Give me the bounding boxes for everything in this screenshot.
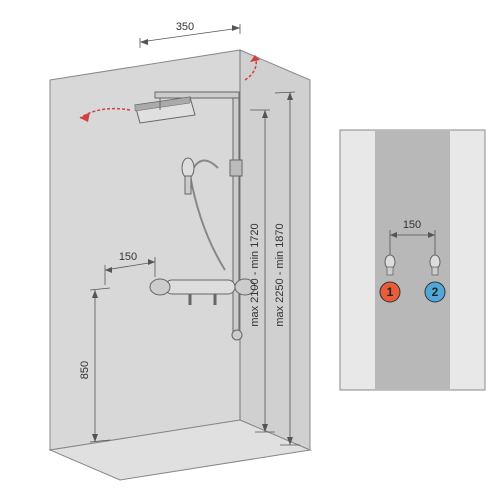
dim-range1-label: max 2100 - min 1720 — [249, 223, 261, 326]
slide-bracket — [230, 160, 242, 176]
dimension-top-width: 350 — [140, 21, 240, 48]
technical-diagram: 350 — [0, 0, 500, 500]
inlet-hot-label: 1 — [387, 285, 394, 299]
lower-outlet — [232, 330, 242, 340]
shower-arm — [155, 92, 239, 98]
inlet-cold-label: 2 — [432, 285, 439, 299]
dim-inlet-label: 150 — [403, 219, 421, 231]
dim-top-label: 350 — [176, 21, 194, 33]
dim-850-label: 850 — [79, 361, 91, 379]
dim-150-label: 150 — [119, 251, 137, 263]
dim-range2-label: max 2250 - min 1870 — [274, 223, 286, 326]
inlet-panel: 150 1 2 — [340, 130, 485, 390]
riser-pipe — [233, 95, 239, 335]
diagram-container: 350 — [0, 0, 500, 500]
